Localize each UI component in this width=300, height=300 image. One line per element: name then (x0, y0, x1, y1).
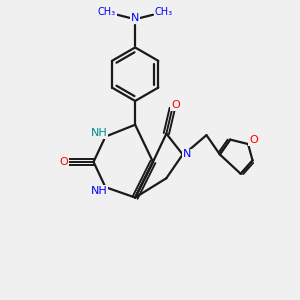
Text: N: N (183, 149, 191, 160)
Text: O: O (171, 100, 180, 110)
Text: O: O (59, 157, 68, 167)
Text: CH₃: CH₃ (154, 7, 172, 17)
Text: CH₃: CH₃ (98, 7, 116, 17)
Text: NH: NH (91, 186, 107, 196)
Text: N: N (131, 13, 139, 23)
Text: O: O (249, 136, 258, 146)
Text: NH: NH (91, 128, 107, 138)
